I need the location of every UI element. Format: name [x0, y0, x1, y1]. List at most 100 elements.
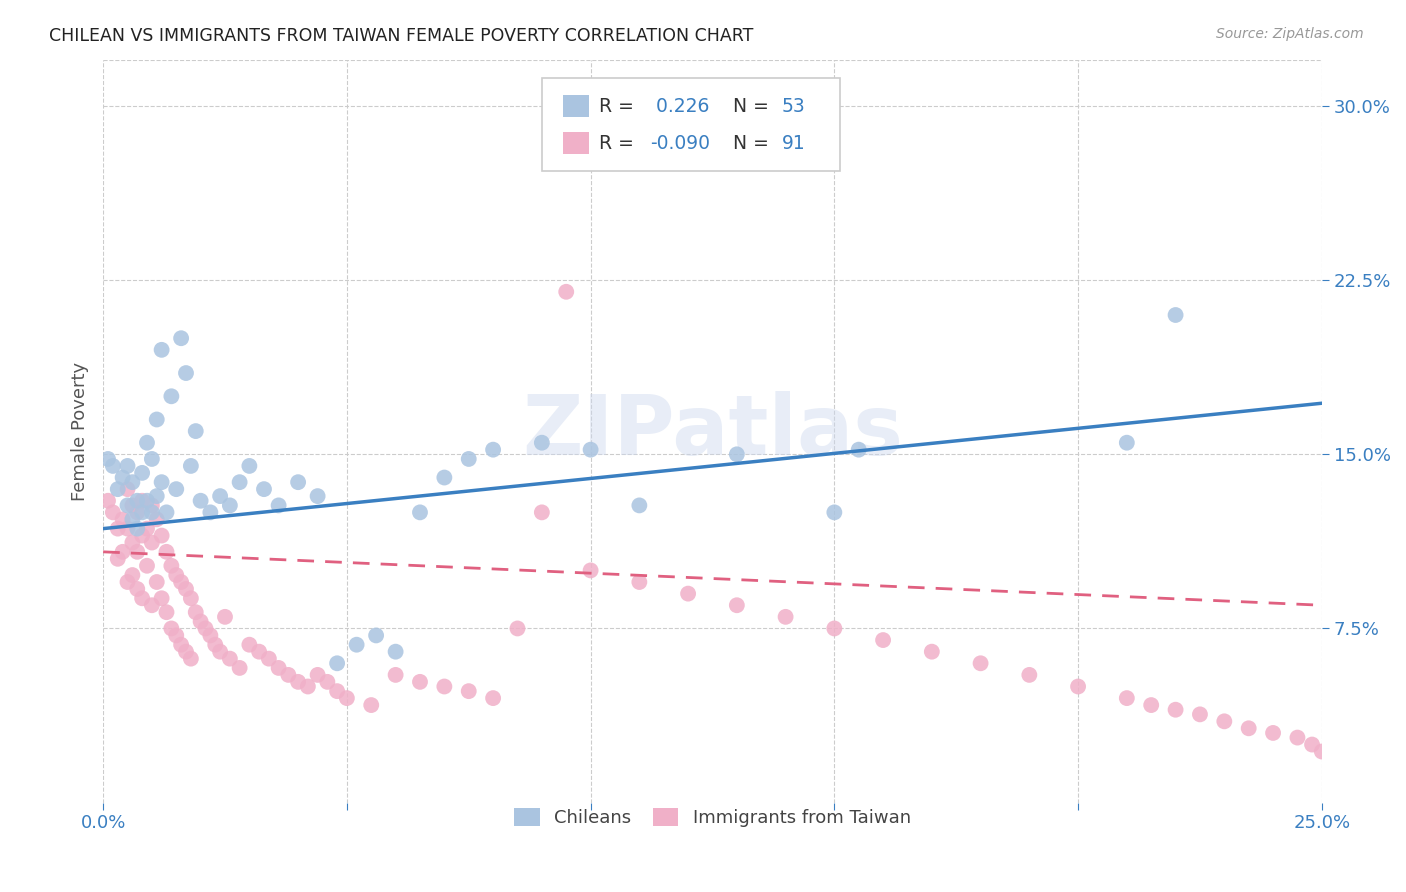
Point: [127, 545, 149, 559]
Point: [1334, 754, 1357, 768]
Point: [247, 645, 270, 659]
Point: [131, 505, 153, 519]
Point: [111, 470, 134, 484]
Point: [121, 475, 143, 490]
Point: [121, 512, 143, 526]
Point: [1261, 726, 1284, 740]
Point: [165, 628, 187, 642]
Point: [848, 442, 870, 457]
Point: [155, 605, 177, 619]
Point: [409, 505, 432, 519]
Point: [165, 482, 187, 496]
Point: [366, 628, 388, 642]
Point: [725, 599, 748, 613]
Point: [136, 522, 159, 536]
Point: [141, 452, 163, 467]
Point: [228, 475, 250, 490]
Point: [131, 493, 153, 508]
Point: [1286, 731, 1309, 745]
Point: [326, 684, 349, 698]
Point: [155, 505, 177, 519]
Point: [482, 442, 505, 457]
Point: [117, 574, 139, 589]
Y-axis label: Female Poverty: Female Poverty: [72, 361, 89, 500]
Point: [287, 475, 309, 490]
Point: [1164, 703, 1187, 717]
Point: [160, 558, 183, 573]
Point: [218, 651, 240, 665]
Point: [145, 412, 167, 426]
Point: [579, 442, 602, 457]
Point: [190, 493, 212, 508]
Point: [141, 505, 163, 519]
Text: 0.226: 0.226: [651, 97, 710, 116]
Point: [921, 645, 943, 659]
Point: [457, 452, 479, 467]
Point: [506, 622, 529, 636]
Point: [117, 458, 139, 473]
Point: [141, 599, 163, 613]
Point: [127, 493, 149, 508]
Point: [409, 674, 432, 689]
Point: [155, 545, 177, 559]
Point: [117, 499, 139, 513]
Point: [204, 638, 226, 652]
Point: [136, 493, 159, 508]
Point: [628, 574, 651, 589]
Point: [165, 568, 187, 582]
Point: [1301, 738, 1323, 752]
Point: [174, 366, 197, 380]
Point: [307, 668, 329, 682]
Text: ZIPatlas: ZIPatlas: [522, 391, 903, 472]
FancyBboxPatch shape: [562, 95, 589, 117]
Text: 53: 53: [782, 97, 806, 116]
Text: Source: ZipAtlas.com: Source: ZipAtlas.com: [1216, 27, 1364, 41]
Point: [111, 545, 134, 559]
Point: [121, 568, 143, 582]
Point: [190, 615, 212, 629]
Text: R =: R =: [599, 134, 640, 153]
FancyBboxPatch shape: [541, 78, 841, 171]
Point: [218, 499, 240, 513]
Point: [97, 493, 120, 508]
Point: [384, 668, 406, 682]
Point: [180, 651, 202, 665]
Point: [433, 680, 456, 694]
Point: [336, 691, 359, 706]
Point: [150, 528, 173, 542]
Point: [1140, 698, 1163, 712]
Point: [214, 610, 236, 624]
Point: [530, 435, 553, 450]
Point: [145, 512, 167, 526]
Point: [170, 638, 193, 652]
Point: [160, 389, 183, 403]
Point: [228, 661, 250, 675]
Point: [1320, 749, 1343, 764]
Point: [101, 505, 124, 519]
Point: [253, 482, 276, 496]
Point: [1067, 680, 1090, 694]
Point: [555, 285, 578, 299]
Text: R =: R =: [599, 97, 640, 116]
Point: [136, 435, 159, 450]
Point: [209, 645, 232, 659]
Point: [180, 458, 202, 473]
Point: [267, 661, 290, 675]
Point: [257, 651, 280, 665]
Point: [184, 605, 207, 619]
Text: CHILEAN VS IMMIGRANTS FROM TAIWAN FEMALE POVERTY CORRELATION CHART: CHILEAN VS IMMIGRANTS FROM TAIWAN FEMALE…: [49, 27, 754, 45]
Point: [346, 638, 368, 652]
Point: [136, 558, 159, 573]
Legend: Chileans, Immigrants from Taiwan: Chileans, Immigrants from Taiwan: [508, 801, 918, 834]
Point: [238, 638, 260, 652]
Point: [628, 499, 651, 513]
Point: [141, 499, 163, 513]
Point: [174, 645, 197, 659]
Point: [316, 674, 339, 689]
Point: [277, 668, 299, 682]
Point: [307, 489, 329, 503]
Point: [1310, 745, 1333, 759]
Point: [160, 622, 183, 636]
Point: [1115, 691, 1137, 706]
Point: [184, 424, 207, 438]
